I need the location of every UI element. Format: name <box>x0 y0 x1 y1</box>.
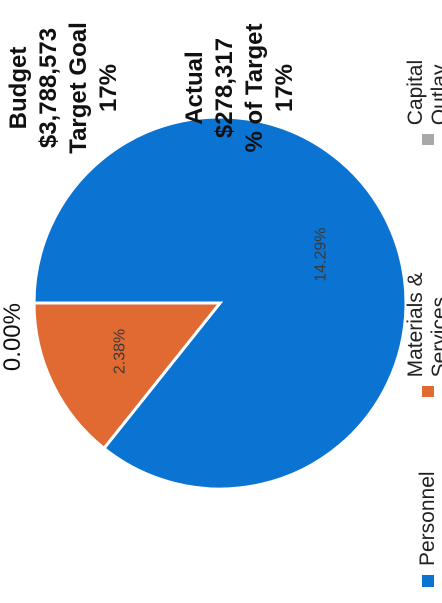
pct-target-value: 17% <box>271 63 298 113</box>
actual-block: Actual $278,317 % of Target 17% <box>180 3 300 173</box>
legend-label-capital-outlay: Capital Outlay <box>404 59 442 126</box>
legend-label-materials-services: Materials & Services <box>404 272 442 378</box>
budget-block: Budget $3,788,573 Target Goal 17% <box>4 3 124 173</box>
legend-label-personnel: Personnel <box>416 471 439 566</box>
legend-item-materials-services: Materials & Services <box>404 201 442 398</box>
pie-label-capital-outlay: 0.00% <box>0 303 26 371</box>
legend-swatch-personnel <box>422 575 434 587</box>
target-goal-value: 17% <box>95 63 122 113</box>
chart-legend: Personnel Materials & Services Capital O… <box>404 4 442 599</box>
pie-label-personnel: 14.29% <box>313 227 330 281</box>
budget-value: $3,788,573 <box>35 27 62 149</box>
actual-value: $278,317 <box>211 37 238 139</box>
actual-label: Actual <box>181 51 208 125</box>
budget-label: Budget <box>5 46 32 130</box>
legend-item-capital-outlay: Capital Outlay <box>404 4 442 146</box>
pie-slice-materials-services <box>32 301 224 451</box>
target-goal-label: Target Goal <box>65 22 92 154</box>
pct-target-label: % of Target <box>241 23 268 153</box>
pie-label-materials-services: 2.38% <box>111 329 128 374</box>
legend-swatch-capital-outlay <box>422 134 434 146</box>
legend-item-personnel: Personnel <box>416 471 440 587</box>
legend-swatch-materials-services <box>422 386 434 398</box>
